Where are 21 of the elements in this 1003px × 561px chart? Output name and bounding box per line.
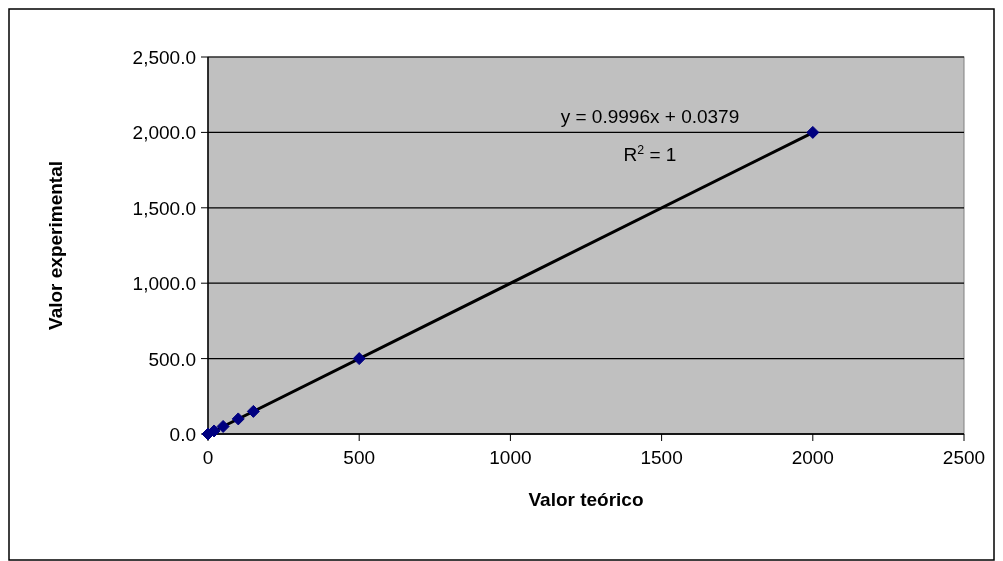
point xyxy=(806,125,820,139)
y-tick-label: 500.0 xyxy=(148,348,196,370)
x-tick-label: 2000 xyxy=(791,447,834,468)
x-axis-title: Valor teórico xyxy=(528,489,644,510)
y-tick-label: 2,000.0 xyxy=(132,122,196,144)
x-tick-label: 0 xyxy=(202,447,214,468)
point xyxy=(246,404,260,418)
point xyxy=(216,419,230,433)
x-tick-label: 1000 xyxy=(489,447,532,468)
x-tick-label: 1500 xyxy=(640,447,683,468)
point xyxy=(352,352,366,366)
x-tick-label: 500 xyxy=(343,447,376,468)
annotation: y = 0.9996x + 0.0379 xyxy=(560,106,740,127)
y-axis-title: Valor experimental xyxy=(45,161,66,330)
point xyxy=(231,412,245,426)
x-tick-label: 2500 xyxy=(942,447,986,468)
y-tick-label: 2,500.0 xyxy=(132,47,196,68)
y-tick-label: 1,500.0 xyxy=(132,197,196,219)
annotation: R$^{2}$ = 1 xyxy=(623,143,677,165)
y-tick-label: 1,000.0 xyxy=(132,273,196,295)
y-tick-label: 0.0 xyxy=(169,424,196,445)
